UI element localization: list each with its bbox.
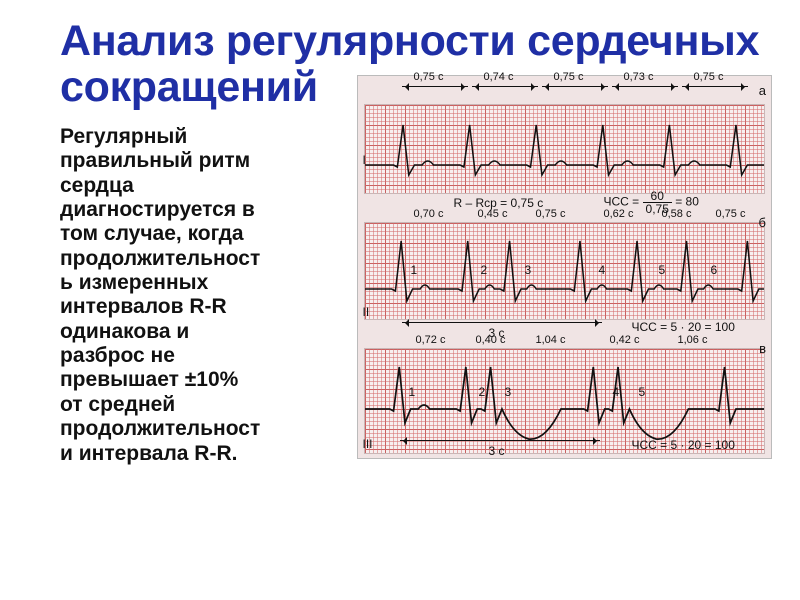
strip-a-intervals: 0,75 с 0,74 с 0,75 с 0,73 с 0,75 с (364, 86, 766, 102)
body-paragraph: Регулярный правильный ритм сердца диагно… (60, 125, 349, 466)
interval-label: 0,75 с (716, 208, 746, 220)
ecg-trace-b (365, 223, 765, 319)
interval-label: 0,45 с (478, 208, 508, 220)
interval-label: 0,42 с (610, 334, 640, 346)
slide: Анализ регулярности сердечных сокращений… (0, 0, 800, 600)
interval-label: 0,70 с (414, 208, 444, 220)
interval-label: 1,04 с (536, 334, 566, 346)
interval-label: 0,74 с (484, 71, 514, 83)
interval-label: 0,75 с (414, 71, 444, 83)
interval-label: 0,72 с (416, 334, 446, 346)
interval-label: 0,75 с (554, 71, 584, 83)
beat-number: 1 (411, 263, 418, 277)
beat-number: 2 (479, 385, 486, 399)
ecg-strip-b: б II 1 2 3 4 5 6 (364, 222, 766, 320)
interval-label: 0,75 с (536, 208, 566, 220)
beat-number: 4 (599, 263, 606, 277)
beat-number: 5 (639, 385, 646, 399)
rate-label: ЧСС = 5 · 20 = 100 (632, 320, 735, 334)
beat-number: 4 (613, 385, 620, 399)
interval-label: 1,06 с (678, 334, 708, 346)
beat-number: 1 (409, 385, 416, 399)
beat-number: 3 (525, 263, 532, 277)
beat-number: 3 (505, 385, 512, 399)
ecg-figure: а I 0,75 с 0,74 с 0,75 с 0,73 с 0,75 с (357, 75, 773, 459)
ecg-trace-a (365, 105, 765, 193)
rate-label: ЧСС = 5 · 20 = 100 (632, 438, 735, 452)
content-row: Регулярный правильный ритм сердца диагно… (60, 125, 772, 466)
beat-number: 2 (481, 263, 488, 277)
interval-label: 0,58 с (662, 208, 692, 220)
interval-label: 0,62 с (604, 208, 634, 220)
beat-number: 6 (711, 263, 718, 277)
beat-number: 5 (659, 263, 666, 277)
duration-label: 3 с (489, 444, 505, 458)
ecg-strip-a: а I (364, 104, 766, 194)
interval-label: 0,75 с (694, 71, 724, 83)
interval-label: 0,73 с (624, 71, 654, 83)
interval-label: 0,40 с (476, 334, 506, 346)
